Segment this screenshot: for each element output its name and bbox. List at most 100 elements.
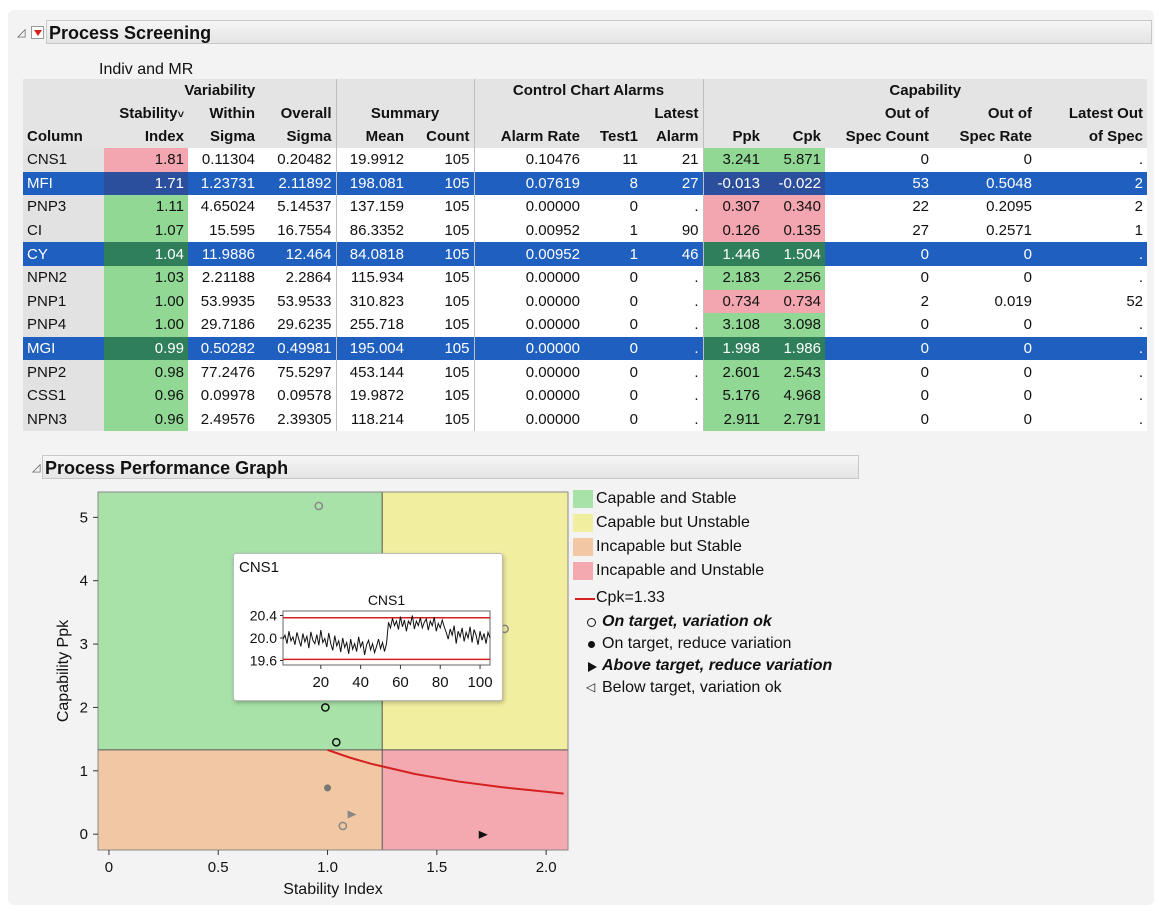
cell-alarm-rate: 0.00000 <box>473 289 584 314</box>
cell-name: PNP1 <box>23 289 104 314</box>
col-header-alarm-rate[interactable]: Alarm Rate <box>473 125 584 148</box>
table-row[interactable]: PNP4 1.00 29.7186 29.6235 255.718 105 0.00000 0… <box>23 313 1147 337</box>
col-header-latest-alarm[interactable]: Latest <box>642 102 703 125</box>
col-header-stability-line2: Index <box>104 125 188 148</box>
cell-name: MGI <box>23 336 104 361</box>
right-triangle-icon <box>588 662 597 672</box>
mini-y-tick-label: 19.6 <box>250 653 277 669</box>
col-header-oos-rate[interactable]: Out of <box>933 102 1036 125</box>
table-row[interactable]: PNP1 1.00 53.9935 53.9533 310.823 105 0.00000 0… <box>23 289 1147 314</box>
cell-oos-rate: 0 <box>933 336 1036 361</box>
cell-oos-rate: 0.5048 <box>933 171 1036 196</box>
cell-cpk: -0.022 <box>764 171 825 196</box>
col-header-stability[interactable]: Stability˅ <box>104 102 188 125</box>
table-row[interactable]: PNP2 0.98 77.2476 75.5297 453.144 105 0.00000 0… <box>23 360 1147 384</box>
table-row[interactable]: NPN3 0.96 2.49576 2.39305 118.214 105 0.00000 0… <box>23 407 1147 432</box>
cell-test1: 0 <box>584 383 642 408</box>
cell-oos-count: 0 <box>825 148 933 172</box>
table-row[interactable]: CSS1 0.96 0.09978 0.09578 19.9872 105 0.00000 0… <box>23 383 1147 408</box>
cell-alarm-rate: 0.00000 <box>473 407 584 432</box>
col-header-oos-count-line2: Spec Count <box>825 125 933 148</box>
cell-count: 105 <box>408 265 474 290</box>
cell-ppk: 0.126 <box>702 218 764 243</box>
cell-oos-rate: 0.2095 <box>933 195 1036 219</box>
cell-stability: 1.71 <box>104 171 188 196</box>
cell-ppk: 5.176 <box>702 383 764 408</box>
cell-count: 105 <box>408 242 474 266</box>
cell-within: 2.49576 <box>188 407 259 432</box>
cell-latest-oos: 2 <box>1036 171 1147 196</box>
col-header-cpk[interactable]: Cpk <box>764 125 825 148</box>
cell-mean: 255.718 <box>335 313 408 337</box>
cell-name: CY <box>23 242 104 266</box>
cell-stability: 0.96 <box>104 407 188 432</box>
cell-oos-rate: 0 <box>933 407 1036 432</box>
table-row[interactable]: NPN2 1.03 2.21188 2.2864 115.934 105 0.00000 0.… <box>23 265 1147 290</box>
col-header-overall[interactable]: Overall <box>259 102 336 125</box>
col-header-overall-line2: Sigma <box>259 125 336 148</box>
cell-test1: 0 <box>584 195 642 219</box>
cell-overall: 75.5297 <box>259 360 336 384</box>
process-screening-header[interactable]: Process Screening <box>46 20 1152 44</box>
cell-latest-oos: . <box>1036 148 1147 172</box>
cell-mean: 118.214 <box>335 407 408 432</box>
cell-oos-count: 0 <box>825 242 933 266</box>
cell-latest-alarm: . <box>642 265 703 290</box>
col-header-ppk[interactable]: Ppk <box>702 125 764 148</box>
cell-latest-oos: . <box>1036 265 1147 290</box>
cell-count: 105 <box>408 360 474 384</box>
cell-latest-alarm: . <box>642 195 703 219</box>
col-header-oos-count[interactable]: Out of <box>825 102 933 125</box>
cell-oos-rate: 0 <box>933 360 1036 384</box>
red-triangle-menu-icon[interactable] <box>31 26 44 39</box>
cell-test1: 8 <box>584 171 642 196</box>
cell-oos-count: 0 <box>825 360 933 384</box>
cell-oos-count: 53 <box>825 171 933 196</box>
cell-name: CNS1 <box>23 148 104 172</box>
cell-latest-alarm: 21 <box>642 148 703 172</box>
performance-graph-header[interactable]: Process Performance Graph <box>42 455 859 479</box>
cell-mean: 453.144 <box>335 360 408 384</box>
col-header-column[interactable]: Column <box>23 125 104 148</box>
mini-x-tick-label: 20 <box>312 674 329 691</box>
group-header-variability: Variability <box>104 79 336 102</box>
page-title: Process Screening <box>49 23 212 43</box>
cell-oos-rate: 0 <box>933 148 1036 172</box>
cell-count: 105 <box>408 171 474 196</box>
cell-mean: 115.934 <box>335 265 408 290</box>
group-header-capability: Capability <box>702 79 1147 102</box>
col-header-test1[interactable]: Test1 <box>584 125 642 148</box>
col-header-within[interactable]: Within <box>188 102 259 125</box>
cell-name: NPN3 <box>23 407 104 432</box>
col-header-latest-oos[interactable]: Latest Out <box>1036 102 1147 125</box>
cell-alarm-rate: 0.00000 <box>473 383 584 408</box>
table-row[interactable]: CI 1.07 15.595 16.7554 86.3352 105 0.00952 1 90 0… <box>23 218 1147 243</box>
legend-label: On target, variation ok <box>602 613 772 630</box>
col-header-mean[interactable]: Mean <box>335 125 408 148</box>
cell-cpk: 0.340 <box>764 195 825 219</box>
legend-swatch <box>573 538 593 556</box>
table-row[interactable]: PNP3 1.11 4.65024 5.14537 137.159 105 0.00000 0… <box>23 195 1147 219</box>
cell-cpk: 2.791 <box>764 407 825 432</box>
cell-count: 105 <box>408 313 474 337</box>
legend-swatch <box>573 562 593 580</box>
cell-ppk: 3.241 <box>702 148 764 172</box>
table-row[interactable]: MGI 0.99 0.50282 0.49981 195.004 105 0.00000 0.… <box>23 336 1147 361</box>
cell-oos-count: 0 <box>825 336 933 361</box>
cell-within: 4.65024 <box>188 195 259 219</box>
cell-oos-rate: 0 <box>933 242 1036 266</box>
left-triangle-icon: ◁ <box>586 680 596 694</box>
cell-latest-oos: . <box>1036 360 1147 384</box>
cell-alarm-rate: 0.10476 <box>473 148 584 172</box>
cell-oos-count: 27 <box>825 218 933 243</box>
disclosure-icon[interactable]: ◿ <box>32 462 41 474</box>
col-header-count[interactable]: Count <box>408 125 474 148</box>
disclosure-icon[interactable]: ◿ <box>17 27 26 39</box>
cell-mean: 137.159 <box>335 195 408 219</box>
cell-within: 1.23731 <box>188 171 259 196</box>
cell-test1: 0 <box>584 360 642 384</box>
table-row[interactable]: CNS1 1.81 0.11304 0.20482 19.9912 105 0.10476 1… <box>23 148 1147 172</box>
table-row[interactable]: CY 1.04 11.9886 12.464 84.0818 105 0.00952 1 46 1… <box>23 242 1147 266</box>
table-row[interactable]: MFI 1.71 1.23731 2.11892 198.081 105 0.07619 8 2… <box>23 171 1147 196</box>
cell-ppk: 3.108 <box>702 313 764 337</box>
